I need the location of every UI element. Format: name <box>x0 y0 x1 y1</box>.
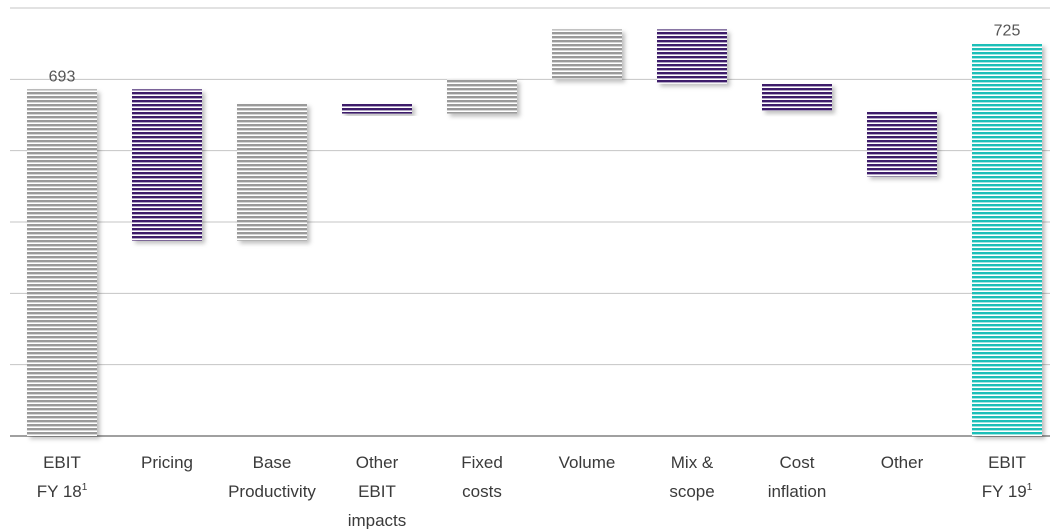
bar-ebit-fy-18 <box>27 89 97 436</box>
category-label-line: Volume <box>559 453 616 472</box>
category-label-line: scope <box>669 482 714 501</box>
category-label-line: Other <box>881 453 924 472</box>
value-label: 693 <box>49 68 76 85</box>
category-label-line: Cost <box>780 453 815 472</box>
category-label-line: Other <box>356 453 399 472</box>
category-label-line: FY 18 <box>37 482 82 501</box>
bar-ebit-fy-19 <box>972 43 1042 437</box>
category-label: Mix & scope <box>669 453 714 501</box>
category-label: EBIT FY 181 <box>37 453 88 501</box>
category-label-line: EBIT <box>988 453 1026 472</box>
category-label: EBIT FY 191 <box>982 453 1033 501</box>
category-label-line: FY 19 <box>982 482 1027 501</box>
bar-other <box>867 110 937 177</box>
value-labels: 693 725 <box>49 23 1021 86</box>
bar-mix-scope <box>657 29 727 84</box>
category-label-line: Mix & <box>671 453 714 472</box>
bar-cost-inflation <box>762 83 832 111</box>
footnote-marker: 1 <box>82 482 88 493</box>
bars <box>27 29 1042 437</box>
footnote-marker: 1 <box>1027 482 1033 493</box>
category-label-line: Productivity <box>228 482 316 501</box>
category-label-line: Fixed <box>461 453 503 472</box>
bar-volume <box>552 29 622 80</box>
bar-fixed-costs <box>447 79 517 114</box>
category-label-line: Pricing <box>141 453 193 472</box>
value-label: 725 <box>994 23 1021 40</box>
bar-pricing <box>132 89 202 241</box>
bar-base-productivity <box>237 103 307 241</box>
category-label-line: inflation <box>768 482 827 501</box>
category-label: Pricing <box>141 453 193 472</box>
category-label: Cost inflation <box>768 453 827 501</box>
category-label: Other <box>881 453 924 472</box>
category-label-line: Base <box>253 453 292 472</box>
category-label-line: EBIT <box>358 482 396 501</box>
category-label-line: impacts <box>348 511 407 529</box>
category-label-line: costs <box>462 482 502 501</box>
bar-other-ebit-impacts <box>342 103 412 114</box>
category-label: Volume <box>559 453 616 472</box>
category-label-line: EBIT <box>43 453 81 472</box>
category-label: Base Productivity <box>228 453 316 501</box>
category-label: Fixed costs <box>461 453 503 501</box>
category-label: Other EBIT impacts <box>348 453 407 529</box>
